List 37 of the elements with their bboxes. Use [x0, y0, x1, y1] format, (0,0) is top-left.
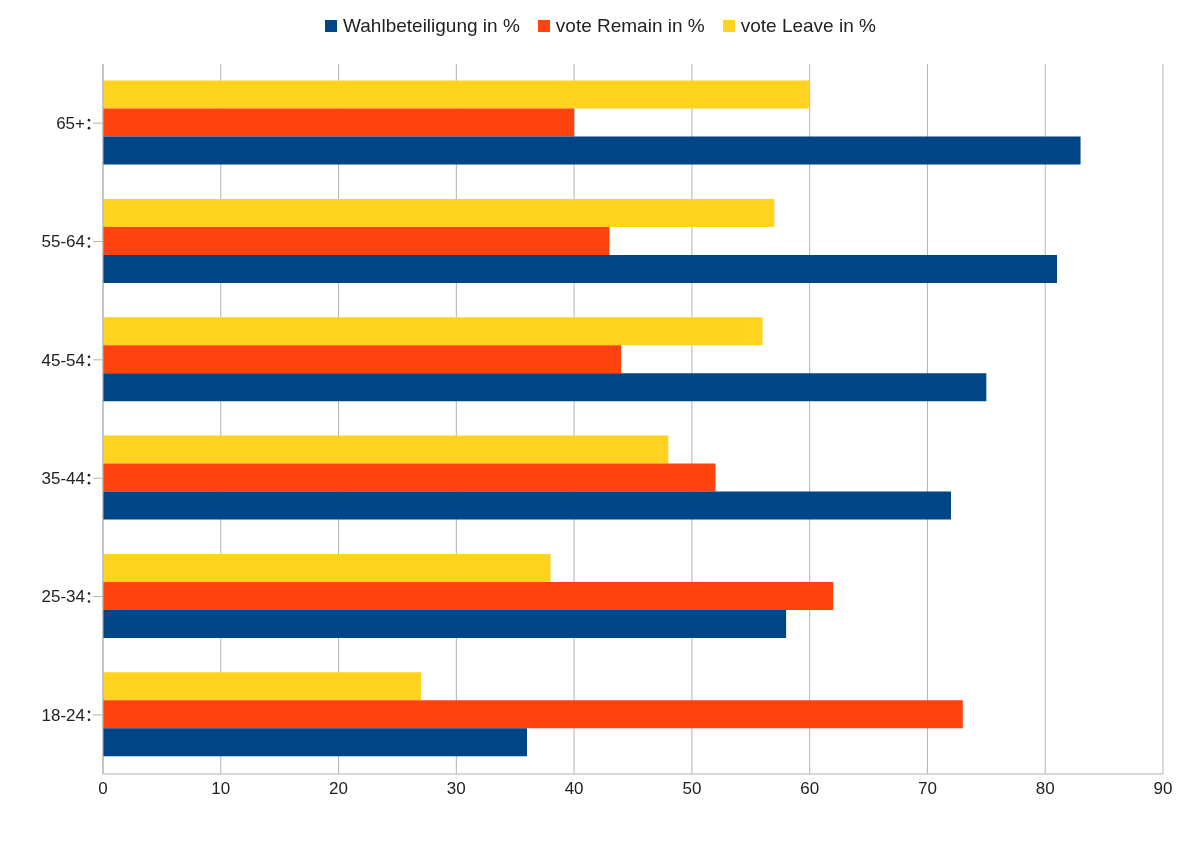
x-tick-label: 60 — [800, 779, 820, 799]
x-tick-label: 40 — [564, 779, 584, 799]
bar — [103, 108, 575, 137]
x-tick-label: 70 — [917, 779, 937, 799]
bar — [103, 345, 622, 374]
bar — [103, 373, 987, 402]
x-tick-label: 80 — [1035, 779, 1055, 799]
y-tick-label: 65+ — [56, 114, 86, 134]
bar — [103, 317, 763, 346]
bar — [103, 728, 527, 757]
y-tick-label: 35-44 — [41, 469, 85, 489]
x-tick-label: 50 — [682, 779, 702, 799]
bar — [103, 435, 669, 464]
legend-label: vote Remain in % — [555, 15, 705, 37]
bar — [103, 254, 1057, 283]
y-tick-label: 18-24 — [41, 705, 85, 725]
legend-label: Wahlbeteiligung in % — [343, 15, 520, 37]
bar — [103, 553, 551, 582]
bar — [103, 198, 775, 227]
y-tick-label: 25-34 — [41, 587, 85, 607]
bar — [103, 672, 421, 701]
y-tick-label: 55-64 — [41, 232, 85, 252]
bar — [103, 491, 951, 520]
bar — [103, 700, 963, 729]
bar — [103, 80, 810, 109]
bar — [103, 226, 610, 255]
bar — [103, 609, 787, 638]
x-tick-label: 90 — [1153, 779, 1173, 799]
x-tick-label: 20 — [329, 779, 349, 799]
bar — [103, 463, 716, 492]
bar — [103, 581, 834, 610]
x-tick-label: 30 — [446, 779, 466, 799]
bar — [103, 136, 1081, 165]
y-tick-label: 45-54 — [41, 350, 85, 370]
x-tick-label: 10 — [211, 779, 231, 799]
legend-label: vote Leave in % — [740, 15, 876, 37]
x-tick-label: 0 — [98, 779, 108, 799]
